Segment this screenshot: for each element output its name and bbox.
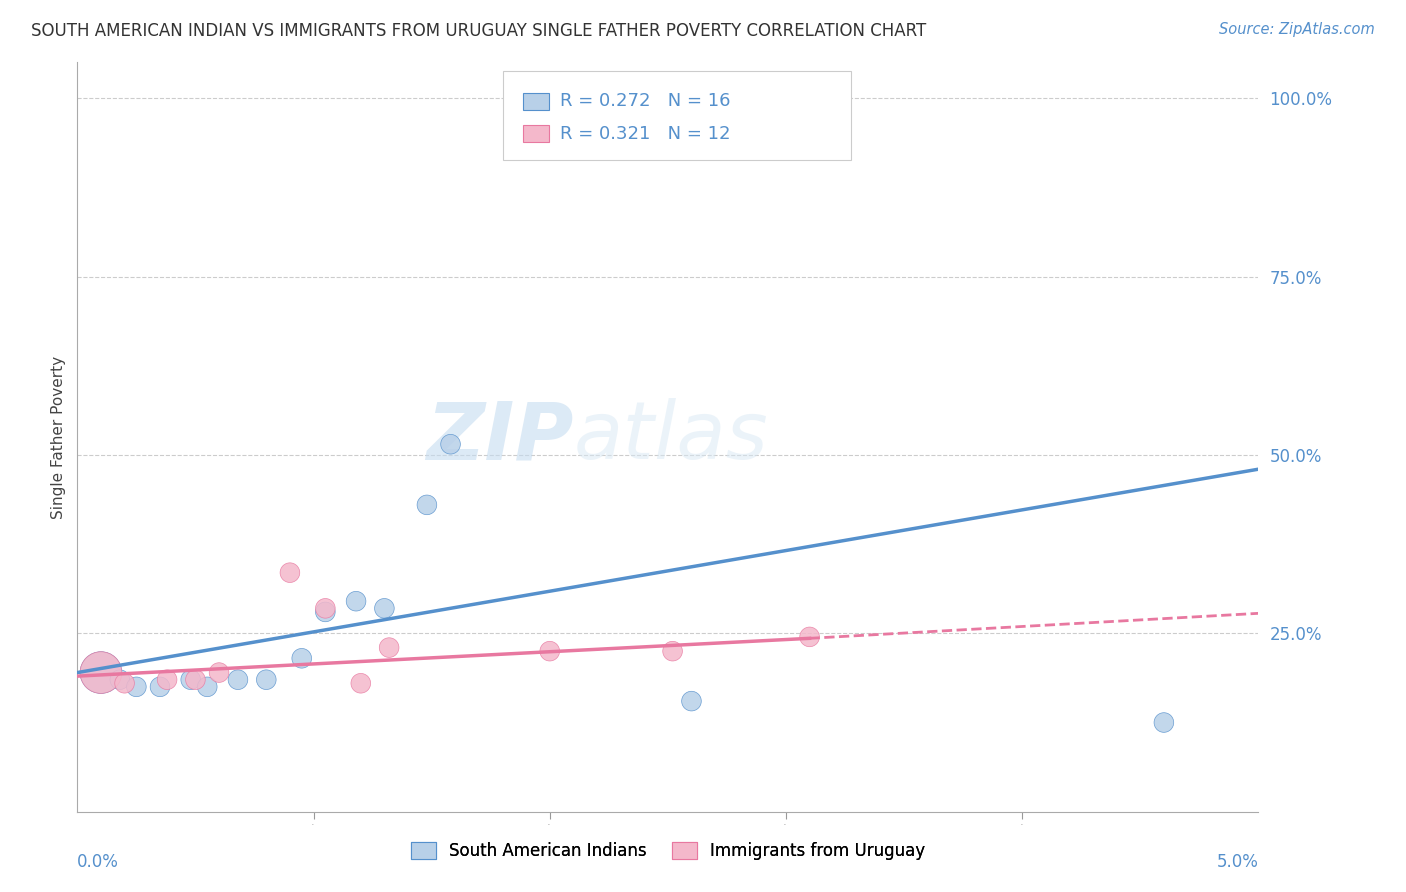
Point xyxy=(681,694,703,708)
Text: atlas: atlas xyxy=(574,398,768,476)
Point xyxy=(254,673,277,687)
Text: R = 0.321   N = 12: R = 0.321 N = 12 xyxy=(561,125,731,143)
Point xyxy=(799,630,821,644)
Text: Source: ZipAtlas.com: Source: ZipAtlas.com xyxy=(1219,22,1375,37)
Point xyxy=(125,680,148,694)
Point xyxy=(373,601,395,615)
Point xyxy=(208,665,231,680)
Point xyxy=(90,665,112,680)
Text: 0.0%: 0.0% xyxy=(77,853,120,871)
Point xyxy=(314,605,336,619)
Point xyxy=(114,676,136,690)
FancyBboxPatch shape xyxy=(502,71,851,160)
Point xyxy=(108,673,131,687)
Point xyxy=(291,651,314,665)
Text: R = 0.272   N = 16: R = 0.272 N = 16 xyxy=(561,93,731,111)
Point xyxy=(416,498,439,512)
Point xyxy=(378,640,401,655)
FancyBboxPatch shape xyxy=(523,126,548,142)
Point xyxy=(314,601,336,615)
Point xyxy=(439,437,461,451)
FancyBboxPatch shape xyxy=(523,93,548,110)
Point xyxy=(1153,715,1175,730)
Point xyxy=(344,594,367,608)
Y-axis label: Single Father Poverty: Single Father Poverty xyxy=(51,356,66,518)
Point xyxy=(350,676,373,690)
Text: 5.0%: 5.0% xyxy=(1216,853,1258,871)
Text: ZIP: ZIP xyxy=(426,398,574,476)
Point xyxy=(226,673,249,687)
Point xyxy=(90,665,112,680)
Point xyxy=(661,644,683,658)
Point xyxy=(149,680,172,694)
Point xyxy=(184,673,207,687)
Point xyxy=(278,566,301,580)
Legend: South American Indians, Immigrants from Uruguay: South American Indians, Immigrants from … xyxy=(404,836,932,867)
Point xyxy=(195,680,218,694)
Point xyxy=(538,644,561,658)
Point xyxy=(156,673,179,687)
Text: SOUTH AMERICAN INDIAN VS IMMIGRANTS FROM URUGUAY SINGLE FATHER POVERTY CORRELATI: SOUTH AMERICAN INDIAN VS IMMIGRANTS FROM… xyxy=(31,22,927,40)
Point xyxy=(180,673,202,687)
